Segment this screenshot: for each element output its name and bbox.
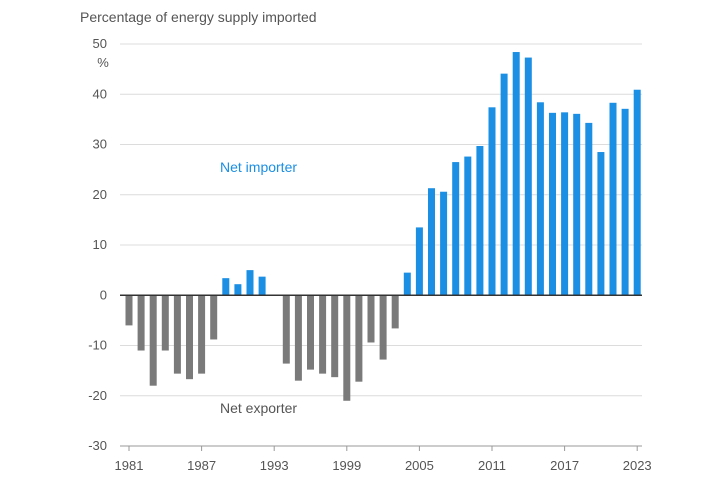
x-tick-label: 1999 (332, 458, 361, 473)
bar-2016 (549, 112, 556, 296)
bar-1990 (234, 284, 242, 296)
bar-2013 (512, 52, 520, 296)
bar-1985 (173, 295, 181, 374)
bar-2014 (524, 57, 532, 296)
bar-2008 (452, 162, 460, 296)
bar-1996 (307, 295, 314, 370)
bar-1986 (186, 295, 193, 380)
x-tick-label: 1981 (115, 458, 144, 473)
bar-2009 (464, 156, 472, 296)
net-exporter-label: Net exporter (220, 400, 297, 416)
x-tick-label: 2017 (550, 458, 579, 473)
y-tick-label: 20 (93, 187, 107, 202)
x-tick-label: 1993 (260, 458, 289, 473)
bar-2017 (561, 112, 569, 296)
bar-2020 (597, 152, 605, 296)
x-tick-label: 2023 (623, 458, 652, 473)
bar-2000 (355, 295, 363, 382)
y-tick-label: 30 (93, 137, 107, 152)
y-tick-label: 10 (93, 237, 107, 252)
bar-2002 (379, 295, 387, 360)
axes: 50 40 30 20 10 0 -10 -20 -30 1981 1987 1993 1999 2005… (88, 36, 651, 473)
bar-1981 (125, 295, 133, 326)
y-tick-label: 50 (93, 36, 107, 51)
y-unit-label: % (97, 55, 109, 70)
bar-1988 (210, 295, 218, 340)
y-tick-label: 0 (100, 287, 107, 302)
bar-1994 (282, 295, 290, 364)
bar-1983 (149, 295, 157, 386)
bar-1984 (161, 295, 169, 351)
bar-2022 (621, 108, 629, 296)
bar-1998 (331, 295, 339, 378)
bar-2010 (476, 146, 484, 296)
bar-2019 (585, 122, 593, 296)
y-tick-label: -10 (88, 338, 107, 353)
bar-2021 (609, 102, 617, 296)
bar-1995 (294, 295, 302, 381)
bar-2003 (391, 295, 399, 329)
bar-2018 (573, 113, 581, 296)
bar-1982 (137, 295, 145, 351)
bar-1991 (246, 270, 254, 296)
y-tick-label: 40 (93, 86, 107, 101)
bar-2015 (536, 102, 544, 296)
bar-2007 (440, 191, 448, 296)
bar-1989 (222, 278, 230, 296)
chart-title: Percentage of energy supply imported (80, 9, 317, 25)
bar-1992 (258, 276, 266, 296)
bar-1997 (319, 295, 327, 374)
bar-2006 (428, 188, 435, 296)
bar-1987 (198, 295, 206, 374)
bar-1999 (343, 295, 351, 401)
bar-2023 (633, 89, 641, 296)
x-tick-label: 2005 (405, 458, 434, 473)
x-tick-label: 2011 (478, 458, 506, 473)
bars (125, 52, 641, 401)
bar-2012 (500, 73, 508, 296)
net-importer-label: Net importer (220, 159, 297, 175)
bar-2005 (415, 227, 423, 296)
bar-2001 (367, 295, 375, 343)
x-tick-label: 1987 (187, 458, 216, 473)
bar-2004 (403, 272, 411, 296)
y-tick-label: -20 (88, 388, 107, 403)
bar-2011 (488, 107, 496, 296)
y-tick-label: -30 (88, 438, 107, 453)
